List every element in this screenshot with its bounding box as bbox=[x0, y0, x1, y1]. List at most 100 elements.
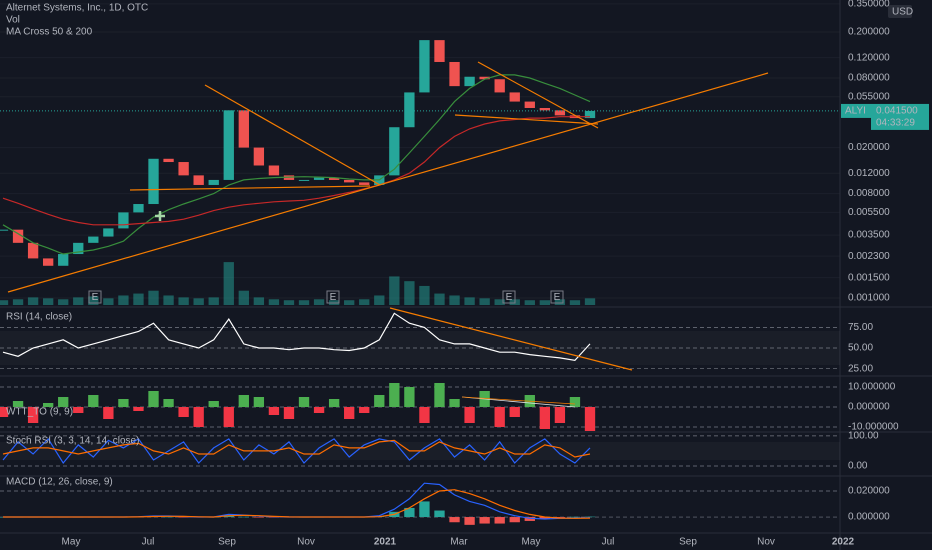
x-tick-label: Nov bbox=[297, 537, 315, 548]
bar bbox=[374, 295, 385, 305]
pane-title: Stoch RSI (3, 3, 14, 14, close) bbox=[6, 436, 139, 447]
last-price-label: 0.041500 bbox=[876, 106, 918, 117]
earnings-label: E bbox=[330, 292, 337, 303]
candle bbox=[268, 165, 280, 176]
y-tick-label: -10.000000 bbox=[848, 422, 899, 433]
bar bbox=[58, 299, 69, 305]
y-tick-label: 0.003500 bbox=[848, 230, 890, 241]
bar bbox=[434, 383, 445, 407]
bar bbox=[464, 297, 475, 305]
candle bbox=[223, 110, 234, 180]
pane-title: Alternet Systems, Inc., 1D, OTC bbox=[6, 3, 148, 14]
y-tick-label: 0.200000 bbox=[848, 27, 890, 38]
candle bbox=[103, 228, 114, 237]
bar bbox=[509, 517, 520, 523]
candle bbox=[208, 179, 219, 185]
bar bbox=[554, 407, 566, 423]
earnings-box bbox=[502, 290, 516, 304]
candle bbox=[494, 79, 505, 93]
x-tick-label: Jul bbox=[142, 537, 155, 548]
series-line bbox=[2, 116, 590, 226]
bar bbox=[163, 399, 174, 407]
y-tick-label: 0.012000 bbox=[848, 168, 890, 179]
bar bbox=[103, 298, 114, 305]
candle bbox=[554, 110, 566, 116]
bar bbox=[524, 300, 535, 305]
bar bbox=[539, 517, 551, 519]
bar bbox=[268, 299, 280, 305]
bar bbox=[133, 407, 144, 411]
y-tick-label: 50.00 bbox=[848, 343, 873, 354]
candle bbox=[27, 242, 39, 259]
indicator-label: Vol bbox=[6, 15, 20, 26]
candle bbox=[42, 258, 54, 266]
bar bbox=[449, 399, 460, 407]
y-tick-label: 0.080000 bbox=[848, 73, 890, 84]
bar bbox=[419, 407, 430, 423]
series-line bbox=[2, 439, 591, 458]
rsi-band bbox=[0, 331, 840, 365]
y-tick-label: 0.000000 bbox=[848, 402, 890, 413]
bar bbox=[434, 510, 445, 518]
bar bbox=[193, 407, 204, 427]
bar bbox=[449, 295, 460, 305]
pane-title: WTT_TO (9, 9) bbox=[6, 407, 73, 418]
bar bbox=[88, 296, 99, 305]
candle bbox=[163, 158, 174, 163]
y-tick-label: 0.008000 bbox=[848, 188, 890, 199]
bar bbox=[223, 407, 234, 427]
candle bbox=[344, 179, 355, 183]
bar bbox=[163, 516, 174, 518]
bar bbox=[27, 407, 39, 423]
bar bbox=[569, 397, 581, 407]
earnings-box bbox=[326, 290, 340, 304]
bar bbox=[12, 401, 24, 407]
bar bbox=[118, 399, 129, 407]
bar bbox=[0, 300, 9, 305]
bar bbox=[238, 395, 249, 407]
y-tick-label: 10.000000 bbox=[848, 382, 896, 393]
bar bbox=[133, 293, 144, 305]
y-tick-label: 0.020000 bbox=[848, 486, 890, 497]
candle bbox=[313, 177, 325, 180]
bar bbox=[509, 407, 520, 417]
x-tick-label: 2021 bbox=[374, 537, 397, 548]
x-tick-label: 2022 bbox=[832, 537, 855, 548]
candle bbox=[88, 236, 99, 243]
bar bbox=[464, 407, 475, 423]
bar bbox=[584, 516, 596, 518]
bar bbox=[283, 300, 295, 305]
bar bbox=[298, 300, 310, 305]
earnings-label: E bbox=[92, 292, 99, 303]
pane-title: MACD (12, 26, close, 9) bbox=[6, 477, 113, 488]
bar bbox=[569, 516, 581, 518]
candle bbox=[178, 162, 189, 176]
candle bbox=[298, 179, 310, 181]
candle bbox=[584, 110, 596, 119]
bar bbox=[12, 299, 24, 305]
bar bbox=[419, 285, 430, 305]
bar bbox=[539, 300, 551, 305]
bar bbox=[569, 300, 581, 305]
x-tick-label: Sep bbox=[679, 537, 697, 548]
bar bbox=[253, 517, 265, 518]
bar bbox=[148, 290, 159, 305]
bar bbox=[404, 387, 415, 407]
candle bbox=[449, 61, 460, 87]
bar bbox=[389, 383, 400, 407]
y-tick-label: 0.001000 bbox=[848, 293, 890, 304]
y-tick-label: 0.055000 bbox=[848, 91, 890, 102]
bar bbox=[404, 281, 415, 305]
bar bbox=[178, 297, 189, 305]
bar bbox=[253, 397, 265, 407]
currency-box bbox=[888, 5, 912, 18]
y-tick-label: 0.000000 bbox=[848, 512, 890, 523]
pane-title: RSI (14, close) bbox=[6, 312, 72, 323]
bar bbox=[389, 276, 400, 305]
y-tick-label: 0.001500 bbox=[848, 272, 890, 283]
bar bbox=[193, 298, 204, 305]
candle bbox=[389, 127, 400, 176]
candle bbox=[12, 229, 24, 243]
bar bbox=[449, 517, 460, 523]
